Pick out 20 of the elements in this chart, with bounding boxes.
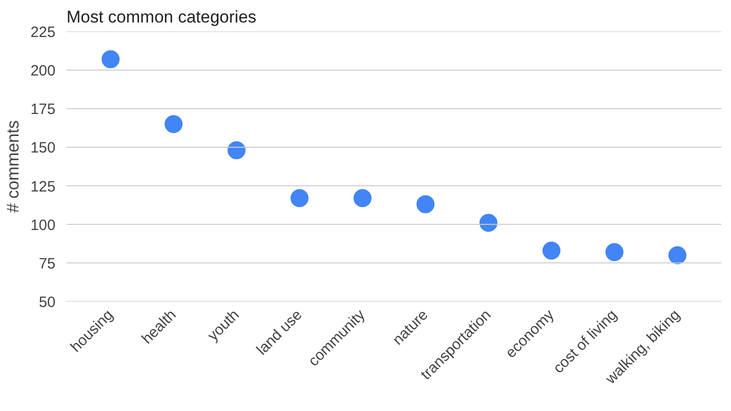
point <box>542 242 560 260</box>
y-tick-label: 150 <box>30 140 56 157</box>
y-tick-label: 75 <box>38 255 56 272</box>
y-tick-label: 50 <box>38 294 56 311</box>
y-axis-title: # comments <box>3 120 22 213</box>
y-tick-label: 200 <box>30 62 56 80</box>
y-tick-label: 100 <box>30 216 56 234</box>
point <box>228 141 246 160</box>
point <box>102 50 120 68</box>
point <box>479 214 498 232</box>
y-tick-label: 175 <box>30 101 56 118</box>
point <box>668 246 686 264</box>
y-tick-label: 125 <box>30 178 56 196</box>
chart-title: Most common categories <box>66 8 256 26</box>
point <box>164 115 183 134</box>
point <box>605 243 624 262</box>
point <box>290 189 309 208</box>
y-tick-label: 225 <box>30 24 56 41</box>
point <box>354 189 372 208</box>
point <box>416 195 434 214</box>
